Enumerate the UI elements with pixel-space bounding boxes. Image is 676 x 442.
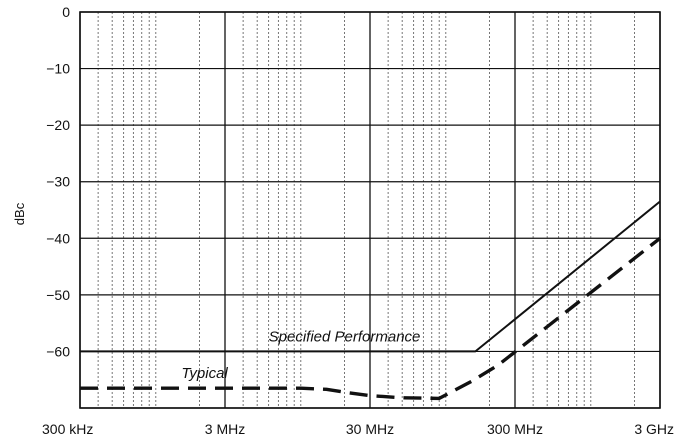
y-axis-label: dBc [12, 202, 27, 225]
series-layer [80, 200, 662, 401]
y-tick-label: −20 [46, 117, 70, 133]
series-line-specified-performance [80, 200, 661, 353]
y-tick-label: −10 [46, 61, 70, 77]
y-tick-label: 0 [62, 4, 70, 20]
minor-grid [79, 12, 661, 408]
plot-frame [79, 11, 661, 409]
x-tick-labels: 300 kHz 3 MHz 30 MHz 300 MHz 3 GHz [42, 421, 674, 437]
y-tick-label: −50 [46, 287, 70, 303]
x-tick-label: 30 MHz [346, 421, 394, 437]
x-tick-label: 3 MHz [205, 421, 245, 437]
y-tick-label: −40 [46, 230, 70, 246]
annotation-label: Typical [181, 365, 228, 382]
plot-border [79, 11, 661, 409]
annotation-label: Specified Performance [269, 328, 421, 345]
series-line-typical [80, 236, 662, 401]
x-tick-label: 300 MHz [487, 421, 543, 437]
y-tick-labels: 0 −10 −20 −30 −40 −50 −60 [46, 4, 70, 359]
y-tick-label: −30 [46, 174, 70, 190]
annotation-layer: Specified Performance Typical [181, 328, 420, 382]
x-tick-label: 3 GHz [634, 421, 674, 437]
y-tick-label: −60 [46, 343, 70, 359]
x-tick-label: 300 kHz [42, 421, 93, 437]
